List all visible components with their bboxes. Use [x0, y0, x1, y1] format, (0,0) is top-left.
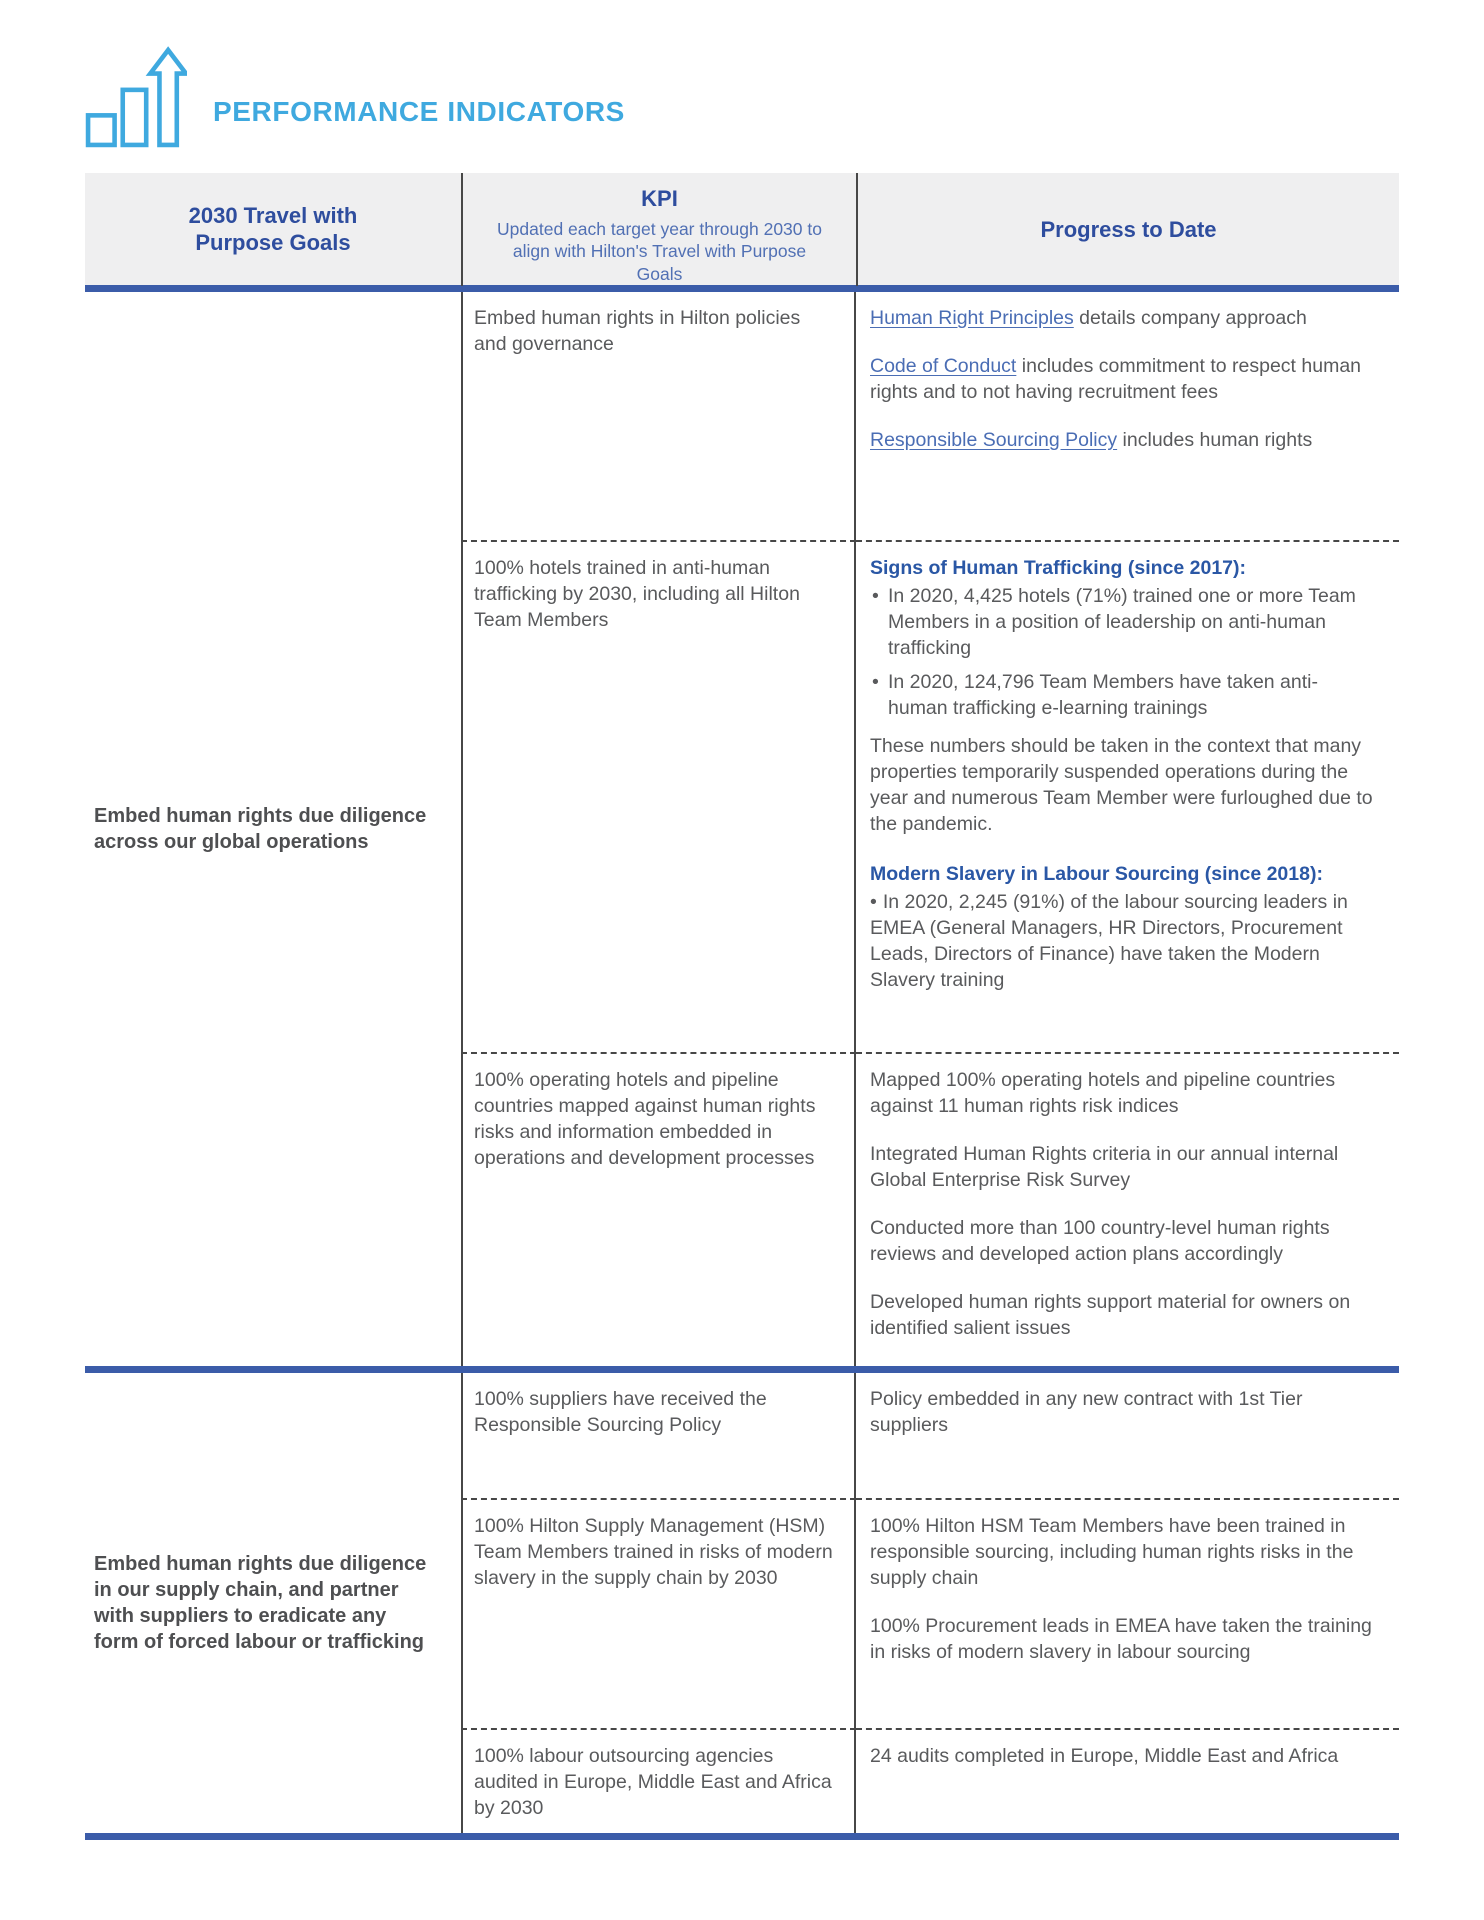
goal-section-supply-chain: Embed human rights due diligence in our …: [85, 1373, 1399, 1833]
kpi-text: 100% hotels trained in anti-human traffi…: [474, 557, 800, 631]
kpi-text: 100% labour outsourcing agencies audited…: [474, 1745, 832, 1819]
progress-heading: Signs of Human Trafficking (since 2017):: [870, 557, 1247, 579]
goal-section-operations: Embed human rights due diligence across …: [85, 292, 1399, 1366]
table-bottom-rule: [85, 1833, 1399, 1840]
progress-cell: Human Right Principles details company a…: [856, 292, 1399, 540]
page-title: PERFORMANCE INDICATORS: [213, 96, 625, 127]
goal-label: Embed human rights due diligence across …: [94, 805, 427, 853]
progress-header-label: Progress to Date: [1040, 216, 1217, 242]
progress-paragraph: Developed human rights support material …: [870, 1291, 1351, 1339]
progress-paragraph: Mapped 100% operating hotels and pipelin…: [870, 1069, 1336, 1117]
progress-paragraph: 100% Procurement leads in EMEA have take…: [870, 1615, 1372, 1663]
performance-indicators-table: 2030 Travel with Purpose Goals KPI Updat…: [85, 173, 1399, 1840]
progress-heading: Modern Slavery in Labour Sourcing (since…: [870, 863, 1323, 885]
bullet-text: In 2020, 2,245 (91%) of the labour sourc…: [870, 891, 1348, 991]
progress-cell: Policy embedded in any new contract with…: [856, 1373, 1399, 1498]
kpi-header-subtitle: Updated each target year through 2030 to…: [497, 218, 822, 285]
progress-text: details company approach: [1073, 307, 1307, 329]
kpi-cell: 100% hotels trained in anti-human traffi…: [461, 540, 856, 1052]
goals-header-label: 2030 Travel with Purpose Goals: [188, 202, 358, 256]
progress-paragraph: Integrated Human Rights criteria in our …: [870, 1143, 1339, 1191]
progress-cell: 24 audits completed in Europe, Middle Ea…: [856, 1728, 1399, 1833]
progress-cell: Signs of Human Trafficking (since 2017):…: [856, 540, 1399, 1052]
kpi-cell: Embed human rights in Hilton policies an…: [461, 292, 856, 540]
progress-context-note: These numbers should be taken in the con…: [870, 735, 1373, 835]
progress-paragraph: 24 audits completed in Europe, Middle Ea…: [870, 1745, 1339, 1767]
progress-paragraph: Conducted more than 100 country-level hu…: [870, 1217, 1330, 1265]
kpi-text: 100% Hilton Supply Management (HSM) Team…: [474, 1515, 833, 1589]
progress-paragraph: Human Right Principles details company a…: [870, 305, 1373, 331]
code-of-conduct-link[interactable]: Code of Conduct: [870, 355, 1017, 377]
progress-paragraph: Code of Conduct includes commitment to r…: [870, 353, 1373, 405]
bullet-icon: •: [872, 671, 879, 693]
bar-chart-growth-icon: [85, 46, 187, 148]
kpi-text: Embed human rights in Hilton policies an…: [474, 307, 801, 355]
progress-bullet-item: • In 2020, 124,796 Team Members have tak…: [870, 669, 1373, 721]
progress-cell: Mapped 100% operating hotels and pipelin…: [856, 1052, 1399, 1366]
bullet-icon: •: [872, 585, 879, 607]
goal-cell: Embed human rights due diligence across …: [85, 292, 461, 1366]
bullet-icon: •: [870, 891, 877, 913]
kpi-cell: 100% Hilton Supply Management (HSM) Team…: [461, 1498, 856, 1728]
goal-label: Embed human rights due diligence in our …: [94, 1553, 427, 1653]
kpi-text: 100% suppliers have received the Respons…: [474, 1388, 767, 1436]
kpi-cell: 100% suppliers have received the Respons…: [461, 1373, 856, 1498]
progress-paragraph: 100% Hilton HSM Team Members have been t…: [870, 1515, 1354, 1589]
kpi-header-label: KPI: [641, 186, 678, 211]
table-header-row: 2030 Travel with Purpose Goals KPI Updat…: [85, 173, 1399, 286]
progress-cell: 100% Hilton HSM Team Members have been t…: [856, 1498, 1399, 1728]
goal-cell: Embed human rights due diligence in our …: [85, 1373, 461, 1833]
page-header: PERFORMANCE INDICATORS: [85, 46, 625, 148]
progress-bullet-item: • In 2020, 4,425 hotels (71%) trained on…: [870, 583, 1373, 661]
table-header-kpi: KPI Updated each target year through 203…: [461, 173, 856, 286]
bullet-text: In 2020, 124,796 Team Members have taken…: [888, 671, 1318, 719]
section-divider: [85, 1366, 1399, 1373]
progress-paragraph: Responsible Sourcing Policy includes hum…: [870, 427, 1373, 453]
progress-paragraph: Policy embedded in any new contract with…: [870, 1388, 1303, 1436]
responsible-sourcing-policy-link[interactable]: Responsible Sourcing Policy: [870, 429, 1118, 451]
bullet-text: In 2020, 4,425 hotels (71%) trained one …: [888, 585, 1356, 659]
progress-text: includes commitment to respect human rig…: [870, 355, 1362, 403]
table-header-goals: 2030 Travel with Purpose Goals: [85, 173, 461, 286]
section-divider: [85, 285, 1399, 292]
progress-bullet-item: • In 2020, 2,245 (91%) of the labour sour…: [870, 889, 1373, 993]
kpi-cell: 100% operating hotels and pipeline count…: [461, 1052, 856, 1366]
human-rights-principles-link[interactable]: Human Right Principles: [870, 307, 1074, 329]
kpi-text: 100% operating hotels and pipeline count…: [474, 1069, 816, 1169]
progress-text: includes human rights: [1117, 429, 1313, 451]
kpi-cell: 100% labour outsourcing agencies audited…: [461, 1728, 856, 1833]
table-header-progress: Progress to Date: [856, 173, 1399, 286]
